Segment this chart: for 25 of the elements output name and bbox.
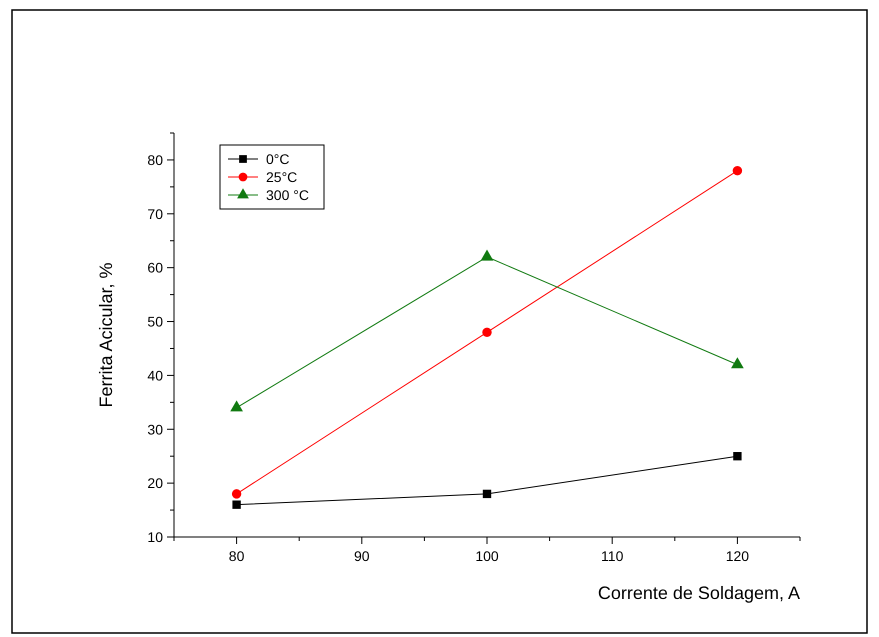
- point: [482, 490, 492, 498]
- y-tick-label: 60: [147, 260, 164, 276]
- x-tick-label: 120: [726, 548, 750, 564]
- point: [232, 500, 241, 509]
- x-tick-label: 80: [228, 548, 245, 564]
- x-axis-title: Corrente de Soldagem, A: [598, 583, 800, 603]
- legend-label: 25°C: [266, 169, 298, 185]
- y-tick-label: 10: [147, 529, 164, 545]
- y-tick-label: 40: [147, 367, 164, 384]
- x-tick-label: 110: [601, 548, 624, 564]
- point: [733, 452, 742, 460]
- x-tick-label: 100: [475, 548, 499, 564]
- y-tick-label: 70: [147, 206, 164, 222]
- y-tick-label: 80: [147, 152, 164, 168]
- y-tick-label: 50: [147, 314, 164, 330]
- point: [732, 166, 742, 176]
- legend-label: 0°C: [266, 151, 290, 167]
- legend-label: 300 °C: [266, 187, 309, 203]
- point: [480, 250, 494, 261]
- point: [482, 328, 492, 338]
- point: [232, 489, 242, 499]
- y-axis-title: Ferrita Acicular, %: [96, 262, 116, 408]
- x-tick-label: 90: [354, 548, 370, 564]
- y-tick-label: 20: [147, 475, 164, 492]
- y-tick-label: 30: [147, 421, 164, 438]
